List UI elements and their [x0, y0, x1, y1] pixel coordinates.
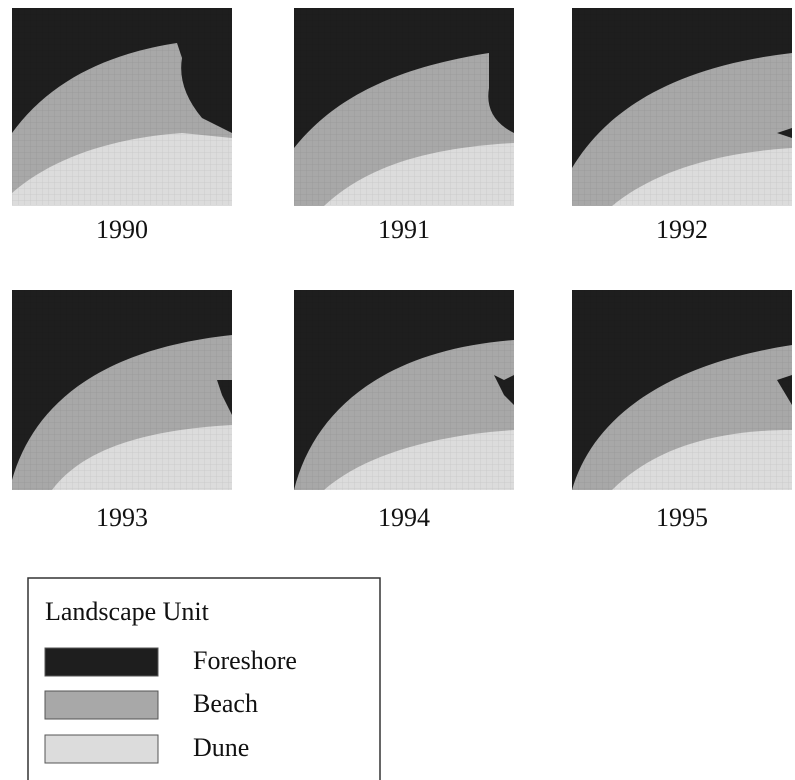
grid-texture	[294, 290, 514, 490]
year-label: 1991	[378, 215, 430, 244]
legend-swatch	[45, 735, 158, 763]
legend-label: Beach	[193, 689, 258, 718]
map-panel	[572, 290, 792, 490]
grid-texture	[572, 290, 792, 490]
year-label: 1994	[378, 503, 430, 532]
grid-texture	[12, 8, 232, 205]
map-panels: 1990 1991 1992 1993 1994 1995	[12, 8, 792, 532]
map-panel	[294, 8, 514, 206]
legend-swatch	[45, 691, 158, 719]
grid-texture	[12, 290, 232, 490]
legend-label: Dune	[193, 733, 249, 762]
grid-texture	[294, 8, 514, 205]
year-label: 1993	[96, 503, 148, 532]
map-panel	[294, 290, 514, 490]
legend-title: Landscape Unit	[45, 597, 210, 626]
year-label: 1995	[656, 503, 708, 532]
map-panel	[12, 8, 232, 206]
figure: 199019911992199319941995 Landscape Unit …	[0, 0, 795, 780]
grid-texture	[572, 8, 792, 205]
legend-swatch	[45, 648, 158, 676]
map-panel	[12, 290, 232, 490]
map-panel	[572, 8, 792, 206]
legend-label: Foreshore	[193, 646, 297, 675]
year-label: 1992	[656, 215, 708, 244]
year-label: 1990	[96, 215, 148, 244]
